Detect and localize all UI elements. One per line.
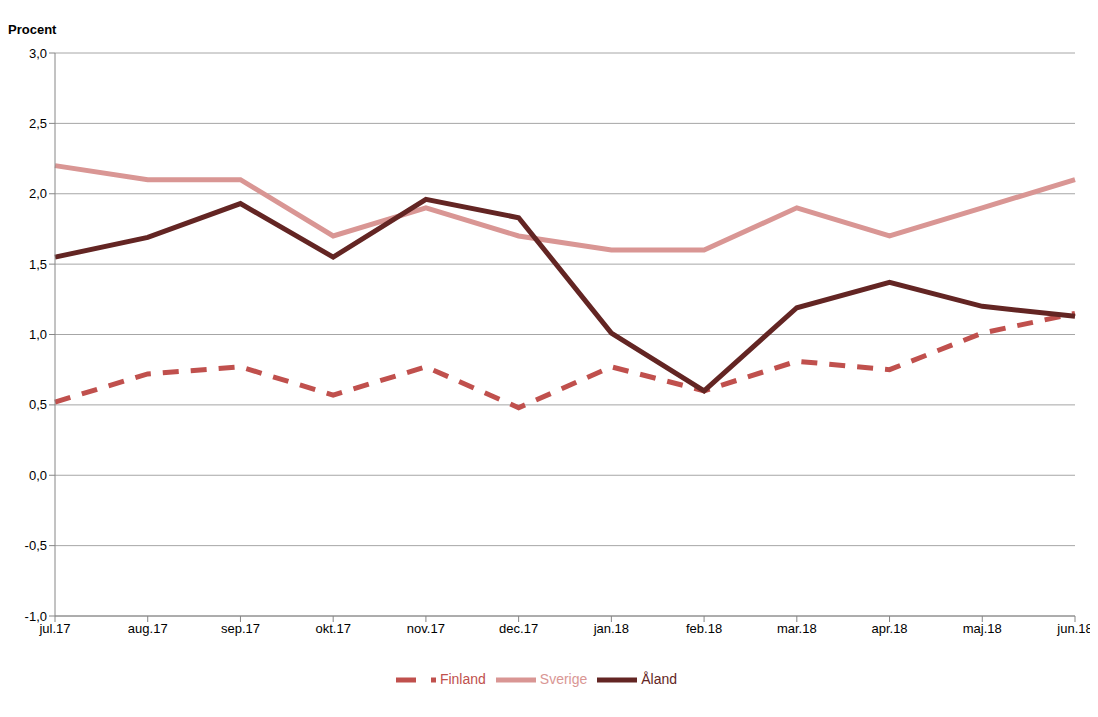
svg-text:jul.17: jul.17 <box>39 621 71 637</box>
html-text:Åland: Åland <box>641 670 678 687</box>
svg-text:1,5: 1,5 <box>29 257 47 272</box>
svg-text:jan.18: jan.18 <box>593 621 629 636</box>
svg-text:aug.17: aug.17 <box>128 621 168 636</box>
svg-text:1,0: 1,0 <box>29 327 47 342</box>
svg-text:-0,5: -0,5 <box>25 538 47 553</box>
svg-text:dec.17: dec.17 <box>499 621 538 636</box>
html-text:Procent: Procent <box>8 22 57 37</box>
svg-text:maj.18: maj.18 <box>963 621 1002 636</box>
svg-text:-1,0: -1,0 <box>25 609 47 624</box>
svg-text:sep.17: sep.17 <box>221 621 260 636</box>
html-text:Finland: Finland <box>439 670 486 687</box>
svg-text:2,5: 2,5 <box>29 116 47 131</box>
svg-text:0,5: 0,5 <box>29 397 47 412</box>
svg-text:nov.17: nov.17 <box>407 621 445 636</box>
svg-text:0,0: 0,0 <box>29 468 47 483</box>
svg-text:jun.18: jun.18 <box>1056 621 1090 636</box>
html-text:Sverige: Sverige <box>539 670 588 687</box>
svg-text:3,0: 3,0 <box>29 46 47 61</box>
svg-text:apr.18: apr.18 <box>871 621 907 636</box>
svg-text:feb.18: feb.18 <box>686 621 722 636</box>
svg-text:okt.17: okt.17 <box>315 621 350 636</box>
svg-text:mar.18: mar.18 <box>777 621 817 636</box>
svg-text:2,0: 2,0 <box>29 186 47 201</box>
